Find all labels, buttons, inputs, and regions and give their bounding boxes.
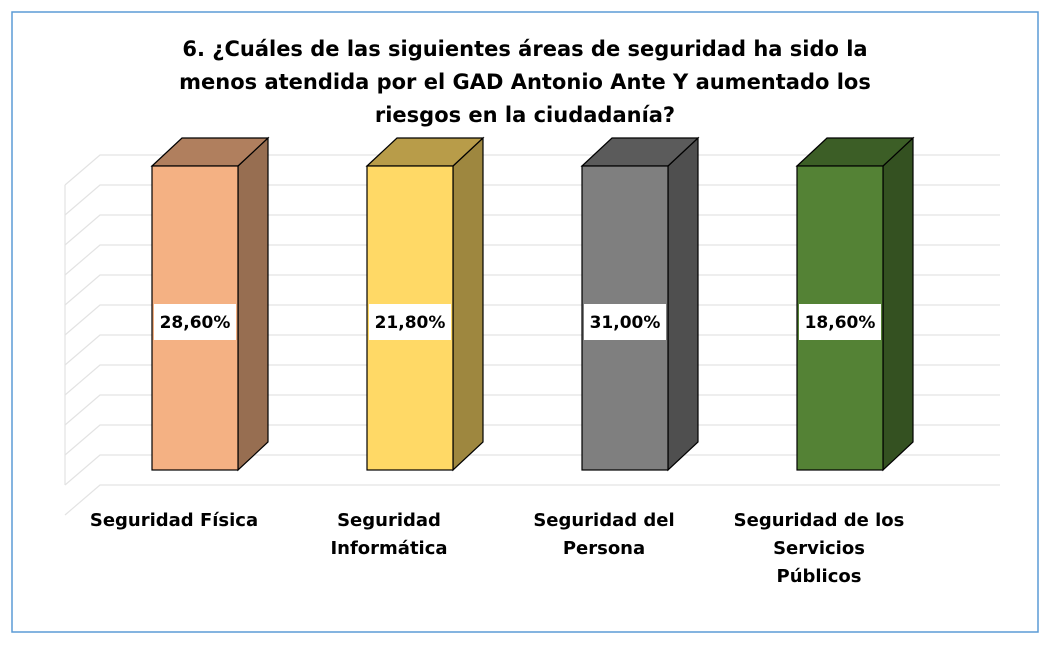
- bar-side: [882, 136, 914, 472]
- x-tick-label: Seguridad Informática: [330, 510, 447, 559]
- grid-line: [64, 424, 1000, 456]
- grid-line: [64, 454, 1000, 486]
- grid-line: [64, 184, 1000, 216]
- data-label-box: [369, 304, 451, 340]
- x-tick-label: Seguridad Física: [90, 510, 258, 531]
- grid-line: [64, 394, 1000, 426]
- data-label-box: [799, 304, 881, 340]
- data-label: 18,60%: [805, 313, 876, 333]
- grid-line: [64, 274, 1000, 306]
- chart-title: 6. ¿Cuáles de las siguientes áreas de se…: [179, 37, 871, 127]
- data-label: 31,00%: [590, 313, 661, 333]
- grid-line: [64, 304, 1000, 336]
- bar-side: [237, 136, 269, 472]
- grid-line: [64, 364, 1000, 396]
- x-tick-label: Seguridad de los Servicios Públicos: [734, 510, 905, 587]
- grid-line: [64, 484, 1000, 516]
- x-tick-label: Seguridad del Persona: [533, 510, 674, 559]
- data-label-box: [154, 304, 236, 340]
- grid-line: [64, 154, 1000, 186]
- bar-side: [452, 136, 484, 472]
- data-label: 21,80%: [375, 313, 446, 333]
- grid-line: [64, 214, 1000, 246]
- data-label: 28,60%: [160, 313, 231, 333]
- bar-side: [667, 136, 699, 472]
- grid-line: [64, 334, 1000, 366]
- grid-line: [64, 244, 1000, 276]
- data-label-box: [584, 304, 666, 340]
